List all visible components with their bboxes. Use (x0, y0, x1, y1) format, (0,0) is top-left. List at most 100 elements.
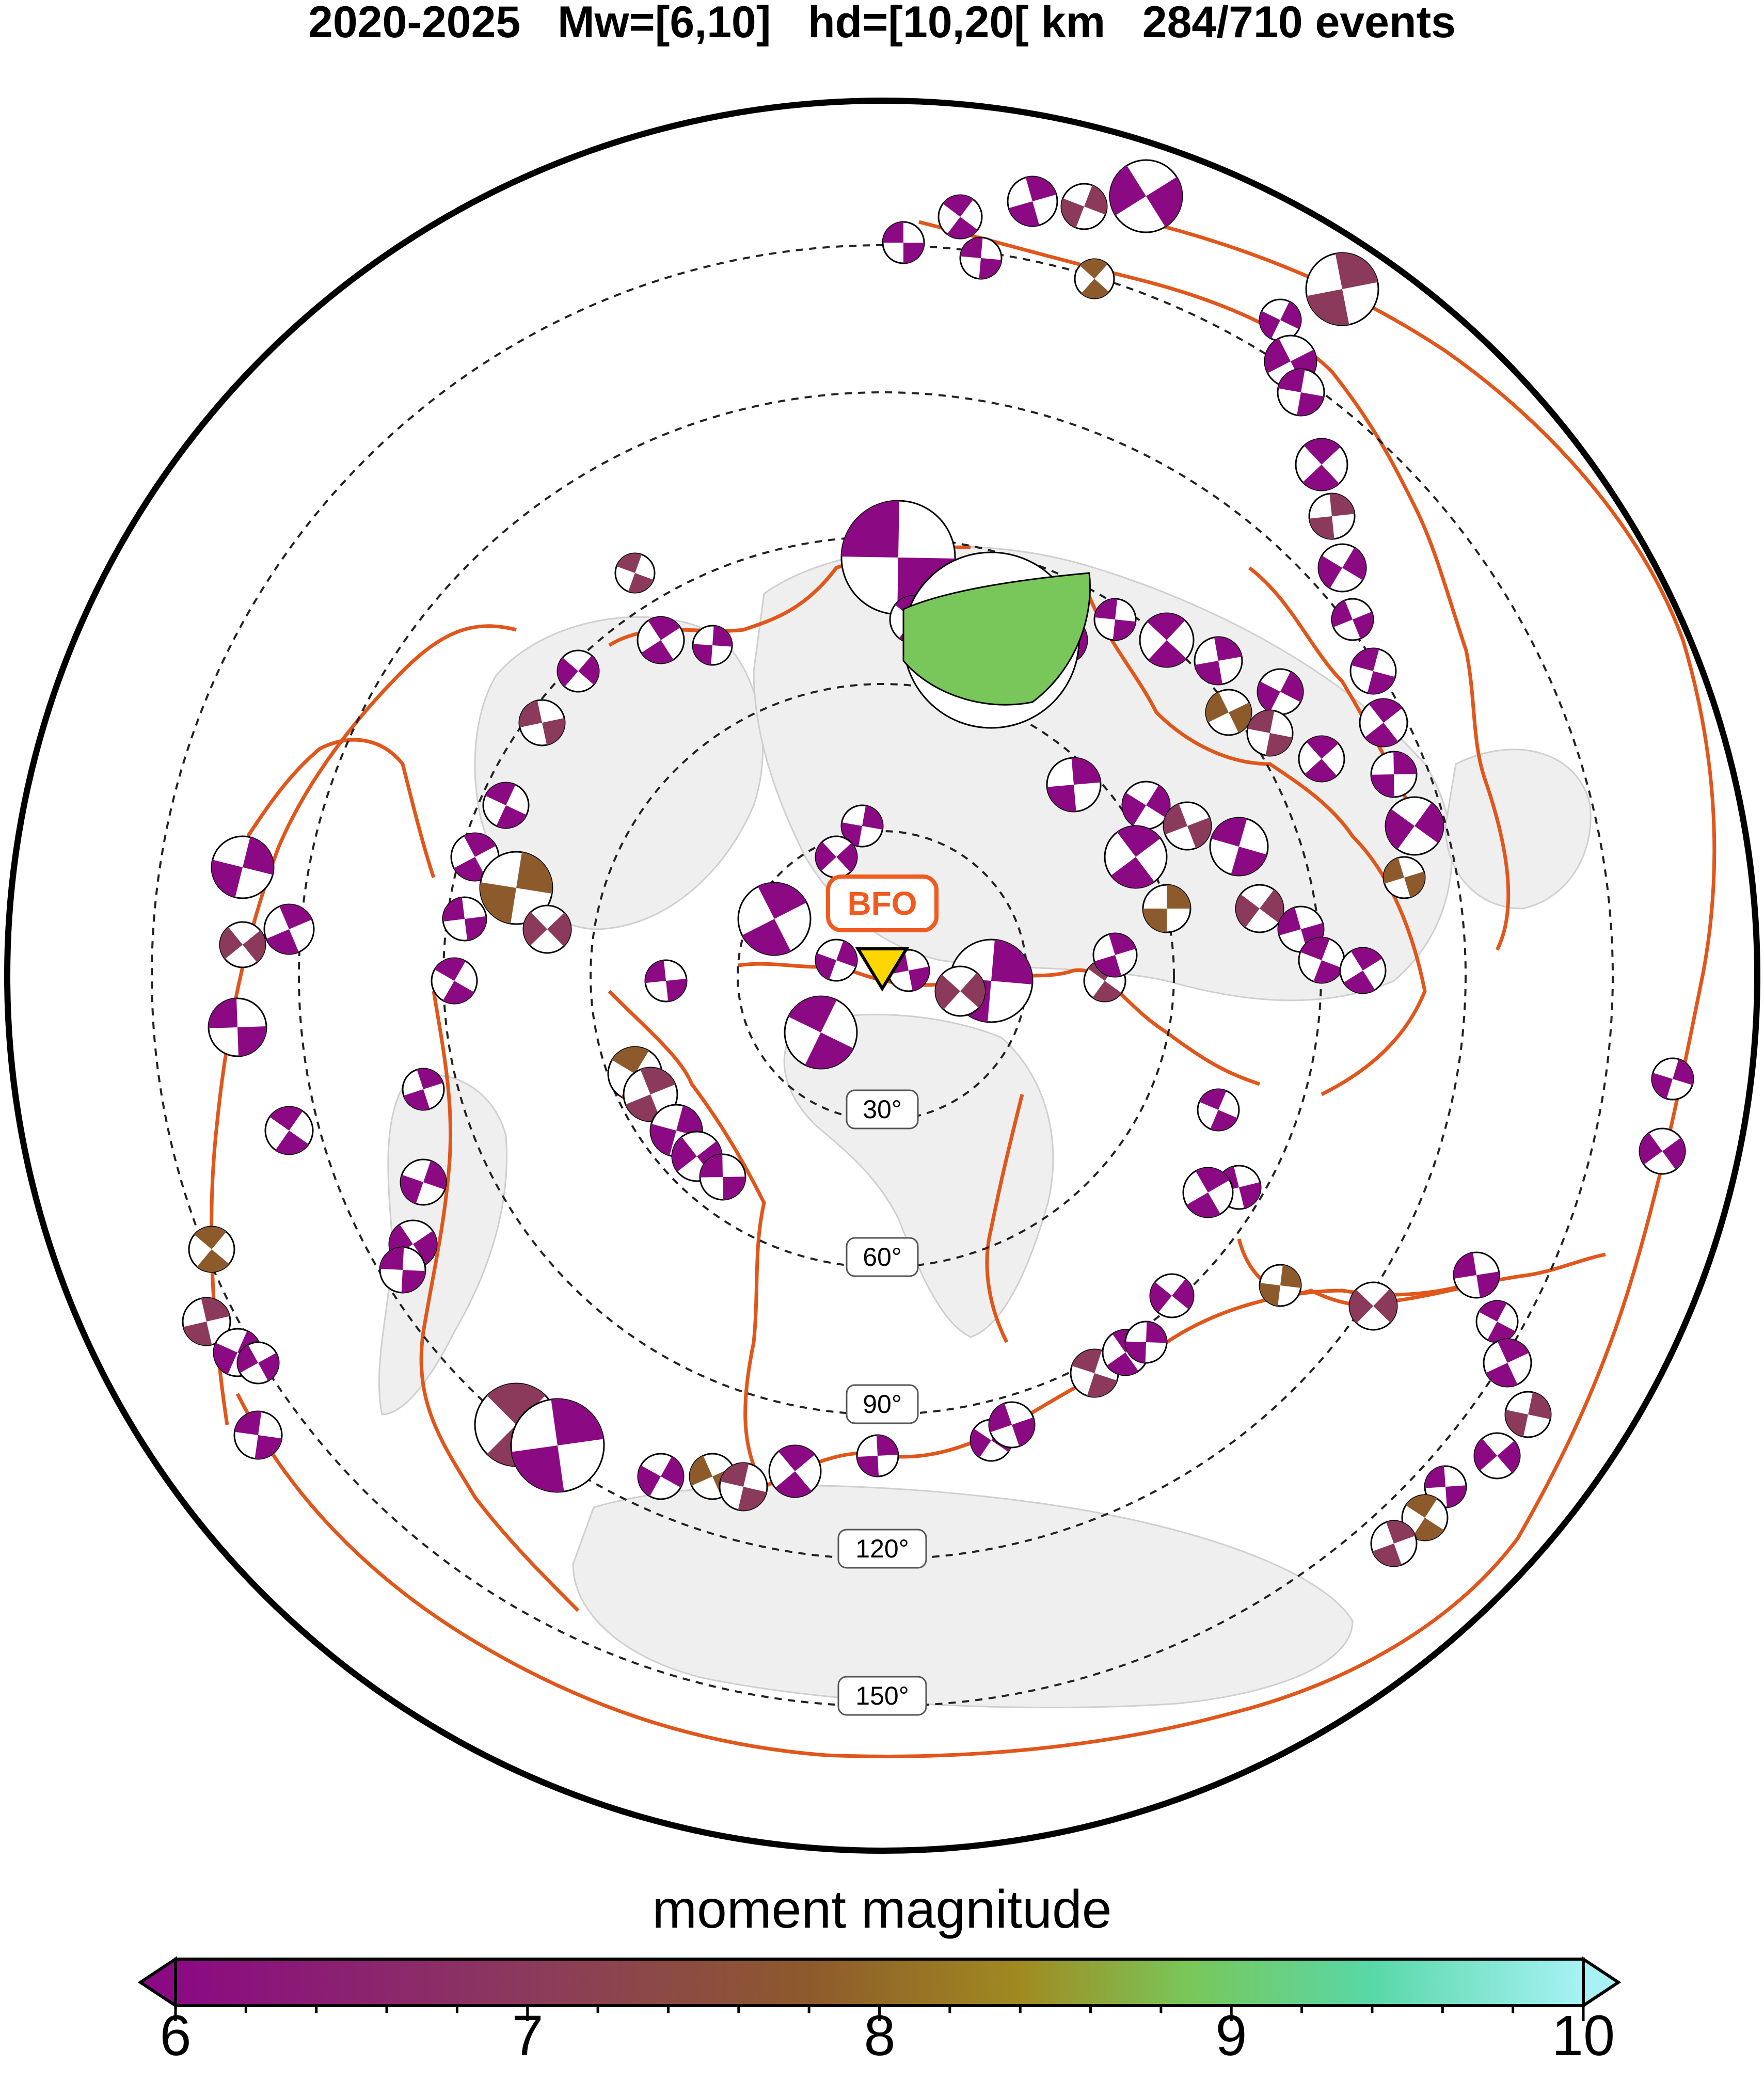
beachball-icon (1308, 492, 1356, 540)
beachball-icon (1359, 698, 1408, 748)
ring-labels: 30° 60° 90° 120° 150° (837, 1089, 927, 1716)
beachball-icon (1504, 1391, 1552, 1438)
beachball-large-icon (902, 551, 1091, 729)
beachball-icon (840, 804, 884, 848)
beachball-icon (1651, 1057, 1694, 1101)
colorbar-label: moment magnitude (652, 1880, 1112, 1939)
beachball-icon (431, 957, 478, 1005)
beachball-icon (1092, 932, 1138, 978)
beachball-icon (182, 1297, 231, 1346)
beachball-icon (211, 835, 275, 899)
beachball-icon (614, 552, 656, 594)
beachball-icon (1257, 668, 1304, 715)
beachball-icon (988, 1401, 1036, 1449)
colorbar-tick-6: 6 (160, 2004, 192, 2068)
beachball-icon (815, 939, 858, 982)
ring-label-90: 90° (863, 1390, 902, 1419)
beachball-icon (1475, 1300, 1519, 1343)
south-america-land (378, 1074, 508, 1416)
beachball-icon (768, 1444, 822, 1498)
beachball-icon (1382, 856, 1426, 899)
beachball-icon (1109, 159, 1183, 233)
beachball-icon (637, 616, 685, 664)
beachball-icon (1370, 1520, 1418, 1567)
beachball-icon (1259, 1264, 1302, 1307)
title-count: 284/710 events (1142, 0, 1456, 47)
beachball-icon (882, 221, 925, 264)
station-triangle-icon (855, 947, 910, 992)
beachball-icon (1209, 817, 1269, 877)
beachball-icon (522, 904, 572, 954)
beachball-icon (479, 851, 553, 925)
ring-label-60: 60° (863, 1243, 902, 1271)
title-depth: hd=[10,20[ km (808, 0, 1106, 47)
beachball-icon (1139, 612, 1195, 668)
beachball-icon (1046, 757, 1102, 813)
beachball-icon (1246, 709, 1294, 757)
beachball-icon (1149, 1273, 1195, 1318)
beachball-icon (1124, 1321, 1168, 1364)
title-magnitude: Mw=[6,10] (557, 0, 771, 47)
beachball-icon (1305, 252, 1379, 326)
beachball-icon (1104, 825, 1168, 889)
beachball-icon (188, 1226, 235, 1273)
colorbar (137, 1956, 1622, 2021)
beachball-icon (1298, 936, 1345, 984)
colorbar-tick-10: 10 (1551, 2004, 1615, 2068)
beachball-icon (1163, 801, 1212, 851)
beachball-icon (737, 882, 812, 956)
ring-label-150: 150° (855, 1681, 909, 1710)
beachball-icon (1348, 1281, 1398, 1331)
beachball-icon (1295, 438, 1348, 491)
beachball-icon (1317, 543, 1367, 593)
beachball-icon (1121, 781, 1171, 830)
beachball-icon (510, 1398, 605, 1493)
beachball-icon (1339, 947, 1387, 994)
beachball-icon (1060, 183, 1108, 230)
beachball-icon (1298, 735, 1345, 783)
beachball-icon (934, 965, 986, 1017)
beachball-icon (1194, 636, 1243, 686)
beachball-icon (1370, 751, 1418, 798)
beachball-icon (1074, 258, 1115, 299)
globe: 30° 60° 90° 120° 150° BFO (151, 159, 1717, 1758)
beachball-icon (379, 1246, 426, 1294)
beachball-icon (1197, 1088, 1240, 1132)
beachball-icon (1473, 1432, 1521, 1480)
beachball-icon (1483, 1338, 1532, 1388)
beachball-icon (400, 1158, 447, 1206)
colorbar-tick-9: 9 (1215, 2004, 1247, 2068)
beachball-icon (959, 236, 1003, 280)
beachball-icon (1007, 176, 1058, 227)
beachball-icon (1205, 689, 1252, 736)
beachball-icon (402, 1068, 445, 1111)
beachball-icon (1349, 647, 1397, 695)
beachball-icon (699, 1153, 746, 1201)
beachball-icon (264, 1106, 314, 1155)
beachball-layer (182, 159, 1694, 1567)
beachball-icon (692, 625, 733, 666)
australia-land (1444, 749, 1592, 910)
beachball-icon (557, 649, 600, 693)
globe-outline (4, 98, 1760, 1854)
colorbar-tick-8: 8 (864, 2004, 896, 2068)
station-marker: BFO (826, 874, 939, 992)
beachball-icon (442, 896, 487, 942)
beachball-icon (208, 997, 267, 1057)
station-label: BFO (847, 885, 917, 922)
beachball-icon (482, 782, 530, 829)
map-title: 2020-2025 Mw=[6,10] hd=[10,20[ km 284/71… (0, 0, 1764, 44)
beachball-icon (1331, 598, 1374, 641)
beachball-icon (784, 995, 858, 1070)
beachball-icon (856, 1434, 899, 1477)
colorbar-gradient (174, 1958, 1585, 2007)
beachball-icon (1639, 1127, 1686, 1175)
colorbar-min-arrow-icon (137, 1956, 177, 2009)
beachball-icon (1235, 884, 1284, 933)
beachball-icon (1182, 1167, 1234, 1218)
beachball-icon (637, 1453, 685, 1500)
beachball-icon (815, 835, 858, 879)
beachball-icon (233, 1410, 283, 1460)
beachball-icon (719, 1462, 768, 1512)
